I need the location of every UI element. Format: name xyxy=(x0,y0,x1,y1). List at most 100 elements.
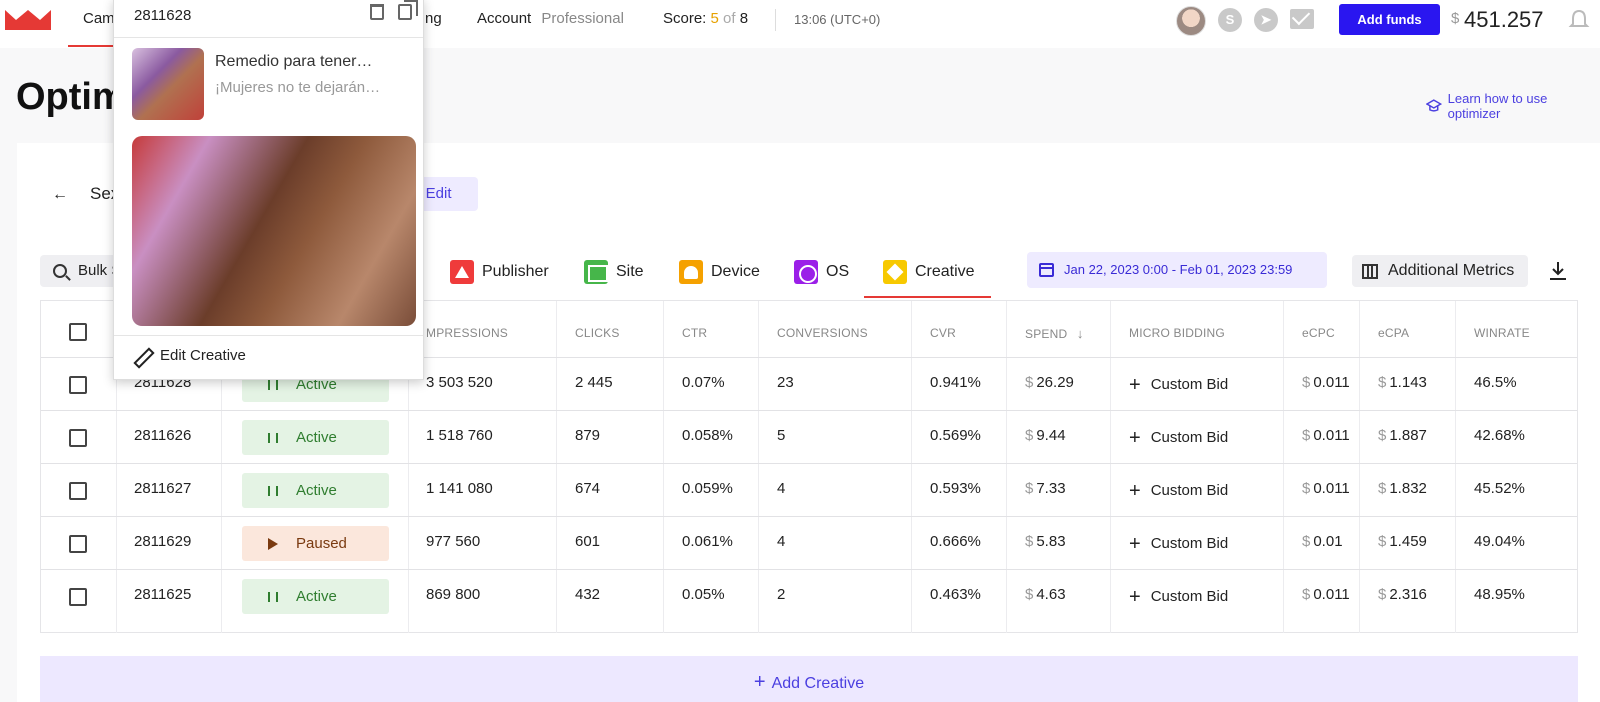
ctr: 0.07% xyxy=(682,374,725,391)
spend: $9.44 xyxy=(1025,427,1066,444)
tab-publisher[interactable]: Publisher xyxy=(450,259,549,285)
currency-symbol: $ xyxy=(1302,374,1311,391)
creative-icon xyxy=(883,260,907,284)
score-of: of xyxy=(723,10,736,27)
header-impressions[interactable]: MPRESSIONS xyxy=(426,326,509,340)
header-micro-bidding[interactable]: MICRO BIDDING xyxy=(1129,326,1225,340)
header-conversions[interactable]: CONVERSIONS xyxy=(777,326,868,340)
additional-metrics-button[interactable]: Additional Metrics xyxy=(1352,255,1528,287)
status-toggle[interactable]: Active xyxy=(242,579,389,614)
spend-value: 26.29 xyxy=(1036,374,1074,391)
header-cvr[interactable]: CVR xyxy=(930,326,956,340)
header-ecpa[interactable]: eCPA xyxy=(1378,326,1410,340)
nav-active-indicator xyxy=(68,45,116,47)
back-arrow-icon[interactable]: ← xyxy=(52,186,68,203)
tab-device[interactable]: Device xyxy=(679,259,760,285)
custom-bid-label: Custom Bid xyxy=(1150,588,1229,605)
balance-currency: $ xyxy=(1451,10,1460,27)
tab-os[interactable]: OS xyxy=(794,259,849,285)
divider xyxy=(114,335,423,336)
select-all-checkbox[interactable] xyxy=(69,323,87,341)
row-checkbox[interactable] xyxy=(69,535,87,553)
header-ctr[interactable]: CTR xyxy=(682,326,708,340)
col-divider xyxy=(758,301,759,633)
spend: $5.83 xyxy=(1025,533,1066,550)
creative-id[interactable]: 2811627 xyxy=(134,480,192,497)
telegram-icon[interactable]: ➤ xyxy=(1254,8,1278,32)
custom-bid-button[interactable]: + Custom Bid xyxy=(1129,427,1228,450)
header-clicks[interactable]: CLICKS xyxy=(575,326,620,340)
tab-device-label: Device xyxy=(711,263,760,280)
ecpc: $0.01 xyxy=(1302,533,1343,550)
conversions: 23 xyxy=(777,374,794,391)
impressions: 1 518 760 xyxy=(426,427,493,444)
creative-id[interactable]: 2811629 xyxy=(134,533,192,550)
clicks: 601 xyxy=(575,533,601,550)
currency-symbol: $ xyxy=(1378,533,1387,550)
status-label: Active xyxy=(296,482,337,499)
row-divider xyxy=(41,569,1577,570)
ecpc-value: 0.01 xyxy=(1313,533,1343,550)
nav-account[interactable]: Account Professional xyxy=(477,10,624,27)
creative-id[interactable]: 2811625 xyxy=(134,586,192,603)
currency-symbol: $ xyxy=(1025,533,1034,550)
avatar[interactable] xyxy=(1176,6,1206,36)
add-creative-button[interactable]: + Add Creative xyxy=(40,656,1578,702)
header-winrate[interactable]: WINRATE xyxy=(1474,326,1530,340)
header-ecpc[interactable]: eCPC xyxy=(1302,326,1335,340)
status-toggle[interactable]: Paused xyxy=(242,526,389,561)
ecpa-value: 1.143 xyxy=(1389,374,1427,391)
bell-icon[interactable] xyxy=(1567,8,1591,32)
winrate: 49.04% xyxy=(1474,533,1525,550)
copy-icon[interactable] xyxy=(398,0,418,20)
download-icon[interactable] xyxy=(1548,260,1568,282)
divider xyxy=(114,37,423,38)
conversions: 4 xyxy=(777,533,786,550)
publisher-icon xyxy=(450,260,474,284)
date-range-picker[interactable]: Jan 22, 2023 0:00 - Feb 01, 2023 23:59 xyxy=(1027,252,1327,288)
creative-id[interactable]: 2811626 xyxy=(134,427,192,444)
custom-bid-button[interactable]: + Custom Bid xyxy=(1129,480,1228,503)
spend-value: 4.63 xyxy=(1036,586,1066,603)
spend-value: 5.83 xyxy=(1036,533,1066,550)
row-checkbox[interactable] xyxy=(69,588,87,606)
page-title: Optim xyxy=(16,76,126,118)
clicks: 879 xyxy=(575,427,601,444)
clicks: 2 445 xyxy=(575,374,613,391)
nav-campaigns[interactable]: Cam xyxy=(83,10,115,27)
col-divider xyxy=(1006,301,1007,633)
col-divider xyxy=(911,301,912,633)
date-range-label: Jan 22, 2023 0:00 - Feb 01, 2023 23:59 xyxy=(1064,262,1293,277)
calendar-icon xyxy=(1039,263,1054,277)
custom-bid-button[interactable]: + Custom Bid xyxy=(1129,586,1228,609)
graduation-cap-icon xyxy=(1426,99,1442,112)
skype-icon[interactable]: S xyxy=(1218,8,1242,32)
trash-icon[interactable] xyxy=(370,4,384,20)
custom-bid-button[interactable]: + Custom Bid xyxy=(1129,533,1228,556)
cvr: 0.666% xyxy=(930,533,981,550)
currency-symbol: $ xyxy=(1025,374,1034,391)
status-toggle[interactable]: Active xyxy=(242,420,389,455)
tab-site[interactable]: Site xyxy=(584,259,644,285)
tab-creative[interactable]: Creative xyxy=(883,259,975,285)
brand-logo-icon[interactable] xyxy=(5,8,51,30)
conversions: 5 xyxy=(777,427,786,444)
row-checkbox[interactable] xyxy=(69,482,87,500)
currency-symbol: $ xyxy=(1025,427,1034,444)
spend: $4.63 xyxy=(1025,586,1066,603)
col-divider xyxy=(408,301,409,633)
learn-optimizer-link[interactable]: Learn how to use optimizer xyxy=(1426,91,1600,121)
currency-symbol: $ xyxy=(1302,480,1311,497)
col-divider xyxy=(1455,301,1456,633)
score: Score: 5 of 8 xyxy=(663,10,748,27)
header-spend[interactable]: SPEND ↓ xyxy=(1025,326,1084,341)
status-toggle[interactable]: Active xyxy=(242,473,389,508)
row-checkbox[interactable] xyxy=(69,429,87,447)
mail-icon[interactable] xyxy=(1290,9,1314,29)
edit-creative-button[interactable]: Edit Creative xyxy=(134,347,246,364)
custom-bid-button[interactable]: + Custom Bid xyxy=(1129,374,1228,397)
add-funds-button[interactable]: Add funds xyxy=(1339,4,1440,35)
row-checkbox[interactable] xyxy=(69,376,87,394)
status-label: Active xyxy=(296,376,337,393)
nav-billing[interactable]: ng xyxy=(425,10,442,27)
